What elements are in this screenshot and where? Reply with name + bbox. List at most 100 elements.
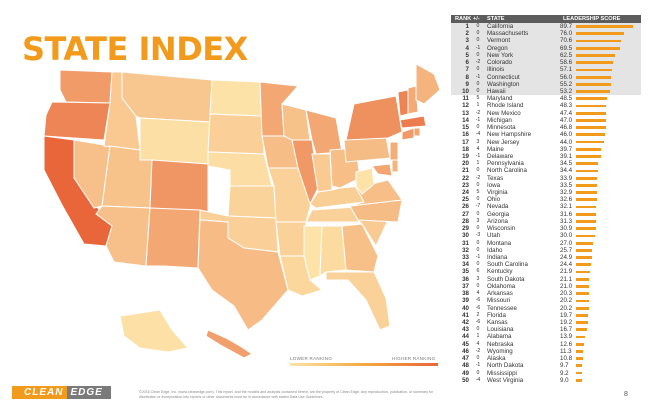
score-bar [576, 342, 584, 346]
rank-cell: 24 [462, 189, 469, 197]
score-cell: 10.8 [560, 355, 573, 363]
change-cell: -2 [475, 174, 481, 181]
change-cell: 0 [476, 51, 480, 58]
table-row: 24 5 Virginia 32.9 [451, 189, 641, 196]
score-cell: 58.6 [560, 59, 573, 67]
table-row: 46 -2 Wyoming 11.3 [451, 348, 641, 355]
rank-cell: 27 [462, 210, 469, 218]
change-cell: -1 [475, 152, 481, 159]
rank-cell: 5 [465, 51, 469, 59]
table-rows: 1 0 California 89.7 2 0 Massachusetts 76.0 3 0 Ver… [451, 23, 641, 384]
rank-cell: 20 [462, 160, 469, 168]
state-shape-maryland [371, 163, 393, 177]
state-cell: New Hampshire [487, 131, 532, 139]
table-row: 12 1 Rhode Island 48.3 [451, 102, 641, 109]
change-cell: 4 [476, 290, 480, 297]
score-cell: 44.0 [560, 138, 573, 146]
table-row: 10 0 Hawaii 53.2 [451, 87, 641, 96]
score-bar [576, 277, 590, 281]
state-shape-mississippi [303, 225, 323, 281]
state-shape-new-jersey [389, 141, 399, 161]
change-cell: 1 [476, 160, 480, 167]
change-cell: 0 [476, 239, 480, 246]
score-cell: 21.9 [560, 268, 573, 276]
state-shape-massachusetts [399, 115, 427, 129]
score-bar [576, 292, 589, 296]
rank-cell: 4 [465, 44, 469, 52]
score-cell: 21.0 [560, 282, 573, 290]
score-cell: 9.2 [560, 369, 569, 377]
rank-cell: 22 [462, 174, 469, 182]
change-cell: 3 [476, 217, 480, 224]
state-shape-hawaii [205, 329, 253, 359]
rank-cell: 15 [462, 124, 469, 132]
state-cell: Idaho [487, 246, 503, 254]
state-cell: Texas [487, 174, 504, 182]
state-cell: Alabama [487, 333, 512, 341]
table-row: 14 -1 Michigan 47.0 [451, 117, 641, 124]
change-cell: 5 [476, 189, 480, 196]
score-cell: 62.5 [560, 51, 573, 59]
logo-edge-text: EDGE [67, 386, 111, 399]
state-shape-wyoming [139, 117, 211, 165]
state-cell: Minnesota [487, 124, 516, 132]
score-cell: 20.3 [560, 290, 573, 298]
score-bar [576, 299, 589, 303]
state-shape-florida [325, 271, 391, 331]
rank-cell: 40 [462, 304, 469, 312]
change-cell: 0 [476, 124, 480, 131]
state-shape-kentucky [309, 185, 365, 209]
table-row: 21 0 North Carolina 34.4 [451, 167, 641, 174]
change-cell: -2 [475, 109, 481, 116]
table-row: 15 0 Minnesota 46.8 [451, 124, 641, 131]
score-cell: 20.2 [560, 297, 573, 305]
table-row: 41 2 Florida 19.7 [451, 312, 641, 319]
score-cell: 70.6 [560, 37, 573, 45]
score-bar [576, 162, 598, 166]
change-cell: -7 [475, 203, 481, 210]
score-cell: 12.6 [560, 340, 573, 348]
state-cell: Ohio [487, 196, 501, 204]
table-row: 17 3 New Jersey 44.0 [451, 139, 641, 146]
rank-cell: 49 [462, 369, 469, 377]
state-shape-maine [415, 63, 441, 105]
col-header-change: +/- [473, 16, 480, 22]
score-cell: 32.9 [560, 189, 573, 197]
score-bar [576, 306, 589, 310]
rank-cell: 35 [462, 268, 469, 276]
score-cell: 30.0 [560, 232, 573, 240]
score-bar [576, 90, 610, 93]
score-bar [576, 378, 582, 382]
copyright-note: ©2016 Clean Edge, Inc. (www.cleanedge.co… [139, 390, 434, 399]
change-cell: -4 [475, 376, 481, 383]
rank-cell: 17 [462, 138, 469, 146]
rank-cell: 18 [462, 145, 469, 153]
table-row: 39 -6 Missouri 20.2 [451, 297, 641, 304]
state-shape-vermont [397, 89, 409, 117]
change-cell: 4 [476, 145, 480, 152]
score-cell: 20.2 [560, 304, 573, 312]
state-cell: Colorado [487, 59, 513, 67]
change-cell: 0 [476, 66, 480, 73]
state-cell: Tennessee [487, 304, 517, 312]
rank-cell: 9 [465, 80, 469, 88]
score-cell: 27.0 [560, 239, 573, 247]
score-cell: 9.0 [560, 376, 569, 384]
change-cell: 0 [476, 225, 480, 232]
table-row: 49 0 Mississippi 9.2 [451, 370, 641, 377]
rank-cell: 13 [462, 109, 469, 117]
score-bar [576, 104, 607, 108]
state-cell: Alaska [487, 355, 506, 363]
change-cell: -3 [475, 232, 481, 239]
state-shape-connecticut [401, 127, 415, 141]
score-cell: 31.6 [560, 210, 573, 218]
table-row: 32 0 Idaho 25.7 [451, 247, 641, 254]
rank-cell: 6 [465, 59, 469, 67]
us-choropleth-map [43, 63, 441, 359]
state-cell: Connecticut [487, 73, 520, 81]
rank-cell: 41 [462, 311, 469, 319]
change-cell: -1 [475, 116, 481, 123]
rank-cell: 39 [462, 297, 469, 305]
change-cell: -1 [475, 44, 481, 51]
state-cell: Utah [487, 232, 501, 240]
